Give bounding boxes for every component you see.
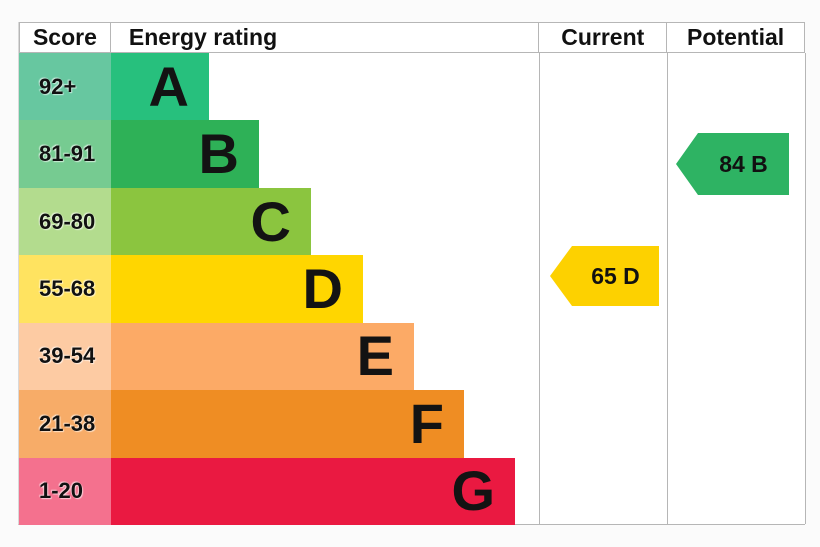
band-row-e: 39-54 E <box>19 322 805 391</box>
epc-rating-chart: Score Energy rating Current Potential 92… <box>18 22 806 525</box>
rating-bar-f: F <box>111 390 464 458</box>
band-row-f: 21-38 F <box>19 390 805 458</box>
chart-header-row: Score Energy rating Current Potential <box>19 22 805 53</box>
rating-bar-e: E <box>111 322 414 391</box>
column-divider <box>539 53 540 524</box>
score-range-cell: 39-54 <box>19 322 111 391</box>
column-divider <box>805 53 806 524</box>
score-range-cell: 81-91 <box>19 120 111 188</box>
rating-bar-d: D <box>111 255 363 323</box>
score-range-cell: 92+ <box>19 53 111 121</box>
column-divider <box>667 53 668 524</box>
score-range-cell: 69-80 <box>19 187 111 256</box>
potential-rating-marker: 84 B <box>676 133 789 195</box>
current-rating-marker: 65 D <box>550 246 659 306</box>
score-range-cell: 1-20 <box>19 457 111 525</box>
column-header-score: Score <box>19 22 111 53</box>
band-row-c: 69-80 C <box>19 187 805 256</box>
band-row-g: 1-20 G <box>19 457 805 525</box>
column-header-current: Current <box>539 22 668 53</box>
band-row-b: 81-91 B <box>19 120 805 188</box>
band-row-a: 92+ A <box>19 53 805 121</box>
rating-bar-g: G <box>111 457 515 525</box>
rating-bar-a: A <box>111 53 209 121</box>
score-range-cell: 21-38 <box>19 390 111 458</box>
column-header-energy-rating: Energy rating <box>110 22 540 53</box>
band-row-d: 55-68 D <box>19 255 805 323</box>
column-header-potential: Potential <box>667 22 805 53</box>
score-range-cell: 55-68 <box>19 255 111 323</box>
rating-bar-b: B <box>111 120 259 188</box>
rating-band-rows: 92+ A 81-91 B 69-80 C 55-68 D 39-54 E 21… <box>19 53 805 525</box>
rating-bar-c: C <box>111 187 311 256</box>
